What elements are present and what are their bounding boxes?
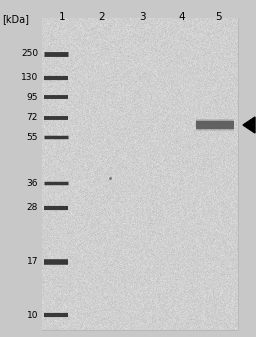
Text: 95: 95 [27,92,38,101]
Text: 10: 10 [27,310,38,319]
Text: 72: 72 [27,114,38,123]
Text: 55: 55 [27,132,38,142]
Polygon shape [243,117,255,133]
Text: 17: 17 [27,257,38,267]
Point [108,175,112,181]
Text: 4: 4 [179,12,185,22]
Text: 130: 130 [21,73,38,83]
Text: 3: 3 [139,12,145,22]
Text: [kDa]: [kDa] [2,14,29,24]
Text: 5: 5 [215,12,221,22]
Bar [42,18,238,330]
Text: 2: 2 [99,12,105,22]
Text: 1: 1 [59,12,65,22]
Text: 250: 250 [21,50,38,59]
Text: 28: 28 [27,204,38,213]
Text: 36: 36 [27,179,38,187]
